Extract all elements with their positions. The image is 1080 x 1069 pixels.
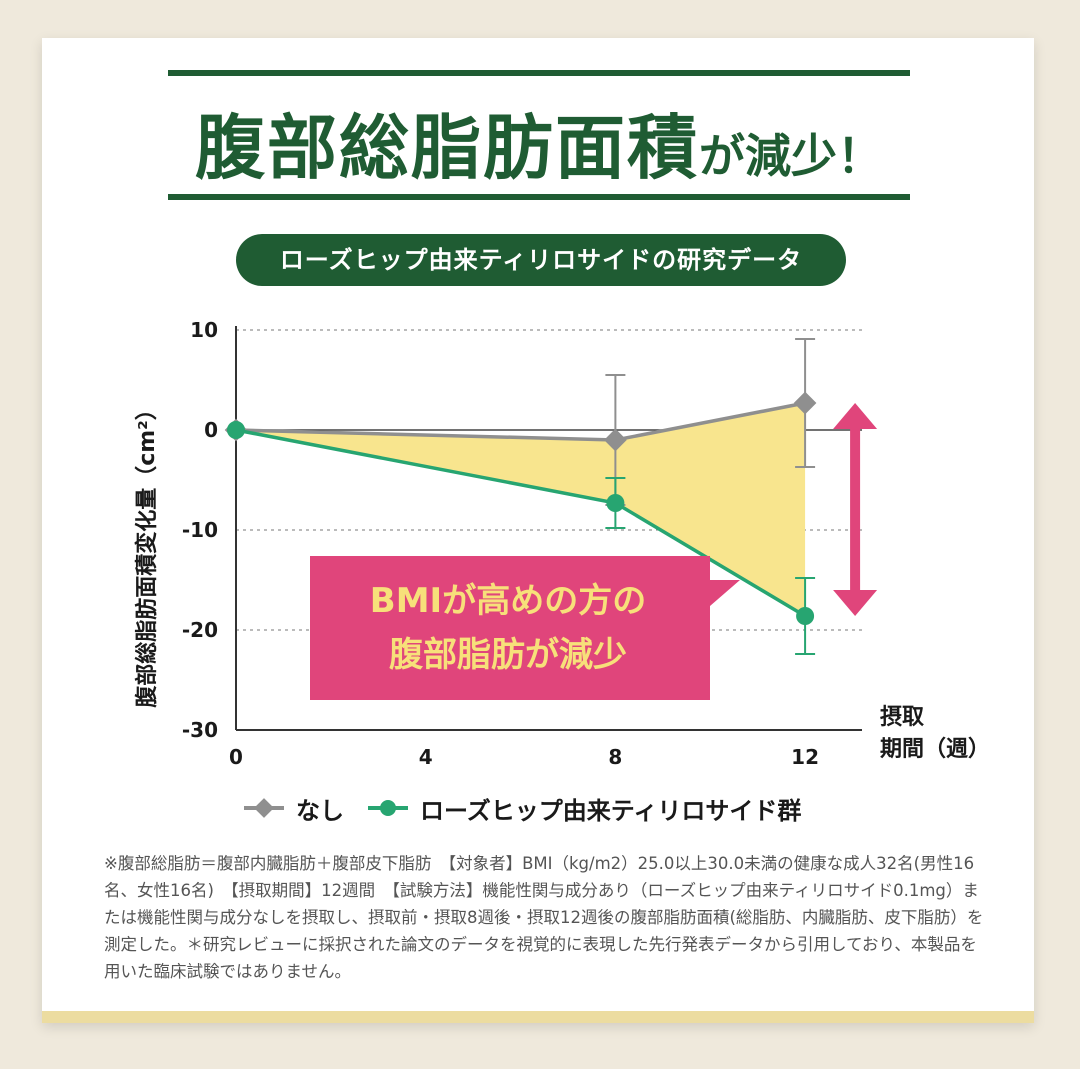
fat-area-chart: 10 0 -10 -20 -30 0 4 8 12 腹部総脂肪面積変化量（cm²） 摂取 期間（…	[134, 318, 990, 769]
study-data-pill: ローズヒップ由来ティリロサイドの研究データ	[236, 234, 846, 286]
y-tick-label-4: -30	[182, 718, 218, 742]
headline-rule-bottom	[168, 194, 910, 200]
point-1-0	[227, 421, 245, 439]
callout-line2: 腹部脂肪が減少	[389, 635, 627, 675]
chart-legend: なし ローズヒップ由来ティリロサイド群	[242, 790, 801, 826]
headline: 腹部総脂肪面積が減少！	[168, 92, 910, 193]
legend-label-none: なし	[296, 796, 344, 825]
x-tick-label-0: 0	[229, 745, 243, 769]
legend-label-tiliroside: ローズヒップ由来ティリロサイド群	[420, 796, 802, 825]
infographic-card: 腹部総脂肪面積が減少！ ローズヒップ由来ティリロサイドの研究データ 10 0 -10…	[42, 38, 1034, 1023]
tick-labels: 10 0 -10 -20 -30 0 4 8 12	[182, 318, 819, 769]
x-axis-title-line1: 摂取	[880, 704, 924, 730]
footnote: ※腹部総脂肪＝腹部内臓脂肪＋腹部皮下脂肪 【対象者】BMI（kg/m2）25.0…	[104, 854, 984, 981]
callout-line1: BMIが高めの方の	[370, 581, 646, 621]
axes	[235, 326, 862, 731]
point-1-1	[606, 494, 625, 512]
legend-marker-none	[244, 798, 284, 818]
callout-box	[310, 556, 740, 700]
legend-marker-tiliroside	[368, 800, 408, 816]
point-1-2	[796, 607, 815, 625]
y-axis-title: 腹部総脂肪面積変化量（cm²）	[134, 398, 160, 708]
legend-item-tiliroside: ローズヒップ由来ティリロサイド群	[366, 791, 801, 826]
x-axis-title-line2: 期間（週）	[880, 737, 990, 762]
x-tick-label-1: 4	[419, 745, 433, 769]
bmi-callout: BMIが高めの方の 腹部脂肪が減少	[310, 556, 740, 700]
headline-rule-top	[168, 70, 910, 76]
y-tick-label-1: 0	[204, 418, 218, 442]
x-tick-label-3: 12	[791, 745, 819, 769]
arrow-head-down	[833, 590, 878, 616]
headline-suffix: が減少！	[699, 129, 883, 183]
y-tick-label-3: -20	[182, 618, 218, 642]
y-tick-label-2: -10	[182, 518, 218, 542]
series-lines	[224, 391, 817, 625]
legend-item-none: なし	[242, 791, 344, 826]
arrow-head-up	[833, 403, 878, 429]
point-0-1	[604, 428, 627, 452]
headline-main: 腹部総脂肪面積	[195, 107, 699, 189]
x-tick-label-2: 8	[608, 745, 622, 769]
point-0-2	[793, 391, 817, 415]
y-tick-label-0: 10	[190, 318, 218, 342]
difference-arrow	[833, 403, 878, 616]
